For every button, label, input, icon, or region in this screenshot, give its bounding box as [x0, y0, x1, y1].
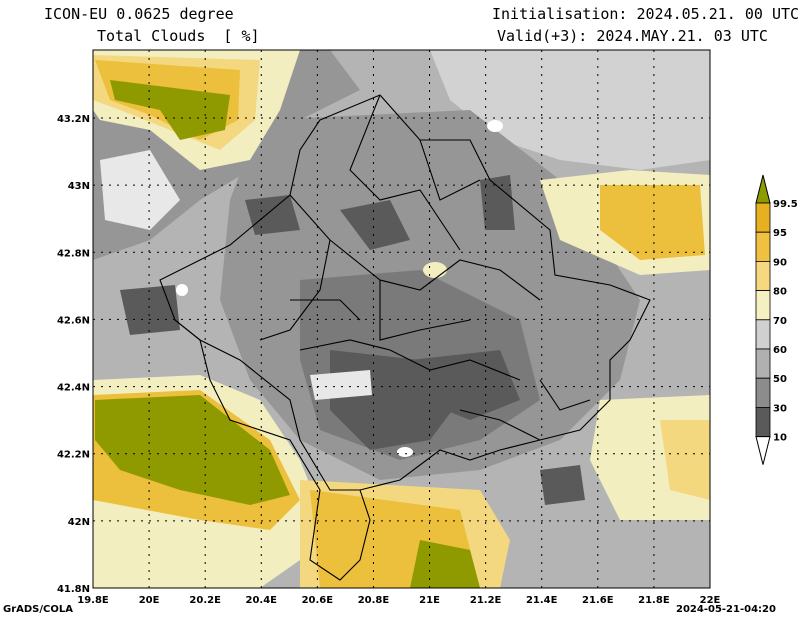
- colorbar-segment: [755, 202, 771, 233]
- plot-frame: [92, 49, 711, 589]
- colorbar-segment: [755, 348, 771, 379]
- colorbar: 99.5 95 90 80 70 60 50 30 10: [755, 174, 798, 465]
- colorbar-segment: [755, 231, 771, 262]
- colorbar-label: 99.5: [773, 199, 798, 210]
- lat-tick-label: 42.8N: [57, 248, 90, 259]
- cloud-field: [93, 50, 710, 588]
- timestamp-label: 2024-05-21-04:20: [676, 604, 776, 615]
- colorbar-label: 90: [773, 257, 787, 268]
- lon-tick-label: 21.8E: [638, 595, 670, 606]
- lat-tick-label: 43.2N: [57, 114, 90, 125]
- axis-ticks: 19.8E 20E 20.2E 20.4E 20.6E 20.8E 21E 21.2E 21.4…: [57, 114, 721, 606]
- colorbar-segment: [755, 377, 771, 408]
- colorbar-label: 10: [773, 433, 787, 444]
- valid-time: Valid(+3): 2024.MAY.21. 03 UTC: [497, 27, 768, 45]
- lat-tick-label: 42.6N: [57, 315, 90, 326]
- lon-tick-label: 21E: [419, 595, 440, 606]
- colorbar-label: 80: [773, 287, 787, 298]
- lon-tick-label: 20.4E: [246, 595, 278, 606]
- lat-tick-label: 42N: [68, 517, 90, 528]
- colorbar-label: 70: [773, 316, 787, 327]
- colorbar-segment: [755, 406, 771, 437]
- colorbar-label: 50: [773, 374, 787, 385]
- colorbar-segment: [755, 319, 771, 350]
- credit-label: GrADS/COLA: [3, 604, 73, 615]
- border-lines: [159, 94, 651, 581]
- colorbar-label: 30: [773, 403, 787, 414]
- lon-tick-label: 21.6E: [582, 595, 614, 606]
- lon-tick-label: 19.8E: [77, 595, 109, 606]
- init-time: Initialisation: 2024.05.21. 00 UTC: [492, 5, 800, 23]
- colorbar-label: 60: [773, 345, 787, 356]
- lon-tick-label: 20.8E: [358, 595, 390, 606]
- graticule: [93, 50, 710, 588]
- colorbar-bottom-arrow: [755, 436, 771, 465]
- model-title: ICON-EU 0.0625 degree: [44, 5, 234, 23]
- colorbar-label: 95: [773, 228, 787, 239]
- lon-tick-label: 21.2E: [470, 595, 502, 606]
- lat-tick-label: 41.8N: [57, 584, 90, 595]
- lon-tick-label: 21.4E: [526, 595, 558, 606]
- lat-tick-label: 43N: [68, 181, 90, 192]
- lon-tick-label: 22E: [700, 595, 721, 606]
- lon-tick-label: 20.2E: [189, 595, 221, 606]
- field-title: Total Clouds [ %]: [97, 27, 260, 45]
- lat-tick-label: 42.2N: [57, 450, 90, 461]
- colorbar-segment: [755, 290, 771, 321]
- lat-tick-label: 42.4N: [57, 383, 90, 394]
- lon-tick-label: 20.6E: [302, 595, 334, 606]
- colorbar-segment: [755, 260, 771, 291]
- lon-tick-label: 20E: [139, 595, 160, 606]
- colorbar-top-arrow: [755, 174, 771, 204]
